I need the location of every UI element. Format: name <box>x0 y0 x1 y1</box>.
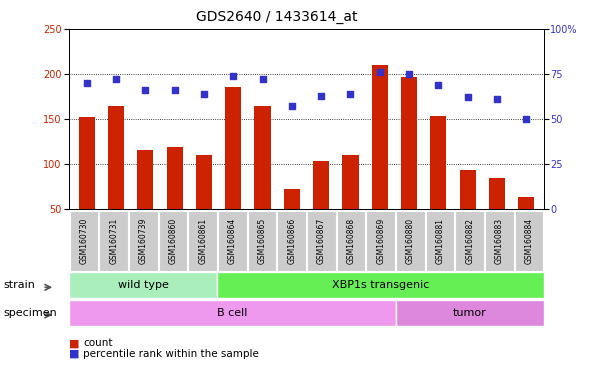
Text: GSM160730: GSM160730 <box>79 218 88 264</box>
Text: GSM160882: GSM160882 <box>465 218 474 264</box>
Point <box>82 80 91 86</box>
Text: XBP1s transgenic: XBP1s transgenic <box>332 280 429 290</box>
Bar <box>137 150 153 209</box>
Text: GSM160869: GSM160869 <box>376 218 385 264</box>
Text: GSM160883: GSM160883 <box>495 218 504 264</box>
Bar <box>284 189 300 209</box>
Bar <box>225 86 241 209</box>
Text: count: count <box>83 338 112 348</box>
Text: GSM160860: GSM160860 <box>168 218 177 264</box>
Text: ■: ■ <box>69 349 79 359</box>
Text: percentile rank within the sample: percentile rank within the sample <box>83 349 259 359</box>
Bar <box>79 117 95 209</box>
Point <box>287 103 297 109</box>
Text: B cell: B cell <box>217 308 248 318</box>
Point <box>375 69 385 75</box>
Point <box>141 87 150 93</box>
Text: GSM160864: GSM160864 <box>228 218 237 264</box>
Text: wild type: wild type <box>118 280 169 290</box>
Point <box>522 116 531 122</box>
Bar <box>343 155 359 209</box>
Bar <box>108 106 124 209</box>
Point <box>492 96 502 102</box>
Text: tumor: tumor <box>453 308 487 318</box>
Text: GSM160880: GSM160880 <box>406 218 415 264</box>
Text: GSM160866: GSM160866 <box>287 218 296 264</box>
Bar <box>460 170 476 209</box>
Text: GSM160865: GSM160865 <box>257 218 266 264</box>
Point <box>199 91 209 97</box>
Bar <box>196 155 212 209</box>
Bar <box>313 161 329 209</box>
Point <box>404 71 414 77</box>
Text: GSM160867: GSM160867 <box>317 218 326 264</box>
Text: GSM160739: GSM160739 <box>139 218 148 264</box>
Point <box>346 91 355 97</box>
Bar <box>430 116 447 209</box>
Bar <box>401 77 417 209</box>
Bar <box>372 65 388 209</box>
Text: specimen: specimen <box>3 308 56 318</box>
Point <box>433 82 443 88</box>
Text: GSM160868: GSM160868 <box>347 218 356 264</box>
Bar <box>166 147 183 209</box>
Point <box>111 76 121 83</box>
Point <box>258 76 267 83</box>
Text: strain: strain <box>3 280 35 290</box>
Text: GSM160881: GSM160881 <box>436 218 445 264</box>
Text: GSM160731: GSM160731 <box>109 218 118 264</box>
Text: GDS2640 / 1433614_at: GDS2640 / 1433614_at <box>196 10 357 23</box>
Bar <box>254 106 270 209</box>
Point <box>463 94 472 101</box>
Bar <box>518 197 534 209</box>
Text: GSM160861: GSM160861 <box>198 218 207 264</box>
Point <box>316 93 326 99</box>
Text: GSM160884: GSM160884 <box>525 218 534 264</box>
Point <box>170 87 180 93</box>
Point <box>228 73 238 79</box>
Text: ■: ■ <box>69 338 79 348</box>
Bar <box>489 178 505 209</box>
